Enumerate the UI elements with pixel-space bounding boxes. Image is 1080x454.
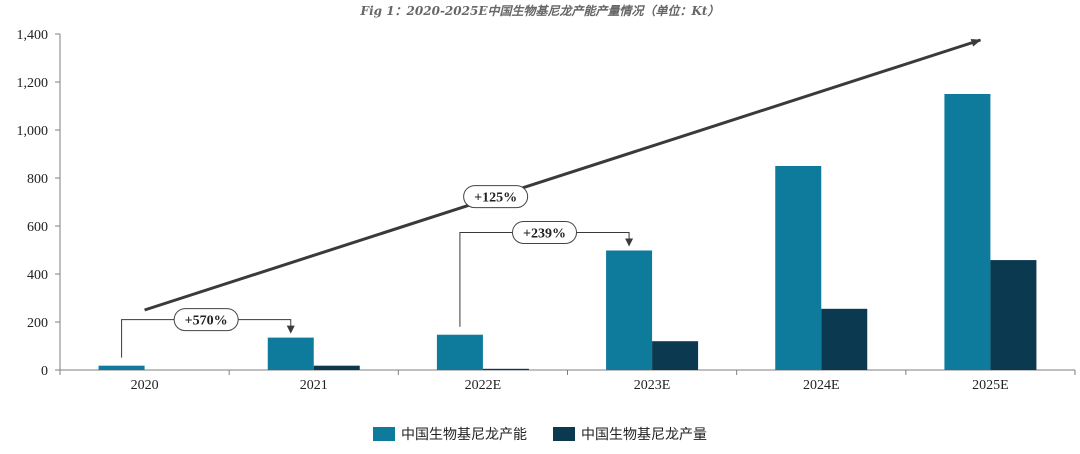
legend-label-output: 中国生物基尼龙产量 [581,427,707,443]
bar-output [990,260,1037,370]
step-bracket-arrowhead [625,238,634,247]
step-callout-bubble [173,308,239,332]
y-tick-label: 0 [41,364,48,379]
step-bracket-arrowhead [286,325,295,334]
x-tick-label: 2022E [465,378,502,393]
legend-swatch-output [553,427,575,441]
bar-output [313,365,360,370]
bar-output [821,308,868,370]
y-tick-label: 200 [27,316,48,331]
legend-label-capacity: 中国生物基尼龙产能 [401,427,527,443]
x-tick-label: 2024E [803,378,840,393]
y-tick-label: 600 [27,220,48,235]
y-tick-label: 1,000 [17,124,49,139]
bar-chart: 0 200 400 600 800 1,000 1,200 1,400 2020 2021 2022… [17,28,1076,393]
legend-item-capacity: 中国生物基尼龙产能 [373,424,527,444]
chart-annotations: +570% +239% +125% [121,38,982,358]
y-tick-label: 800 [27,172,48,187]
step-callout-text: +239% [523,226,566,241]
bar-capacity [775,166,822,370]
bar-output [482,368,529,370]
y-tick-label: 1,400 [17,28,49,43]
y-tick-label: 400 [27,268,48,283]
x-tick-label: 2025E [972,378,1009,393]
trend-arrow [144,38,982,312]
chart-legend: 中国生物基尼龙产能 中国生物基尼龙产量 [0,424,1080,444]
x-tick-label: 2023E [634,378,671,393]
bar-capacity [436,334,483,370]
x-tick-label: 2021 [300,378,328,393]
chart-axes: 0 200 400 600 800 1,000 1,200 1,400 2020 2021 2022… [17,28,1076,393]
bar-output [652,341,699,370]
step-callout-text: +570% [185,314,228,329]
chart-title: Fig 1：2020-2025E中国生物基尼龙产能产量情况（单位：Kt） [360,4,720,18]
bar-capacity [98,365,145,370]
bar-capacity [267,337,314,370]
step-bracket-line [459,231,630,327]
bar-capacity [606,250,653,370]
x-tick-label: 2020 [131,378,159,393]
legend-swatch-capacity [373,427,395,441]
chart-bars [98,94,1037,370]
trend-callout-bubble [463,185,529,209]
bar-capacity [944,94,991,370]
step-callout-bubble [512,220,577,244]
y-tick-label: 1,200 [17,76,49,91]
legend-item-output: 中国生物基尼龙产量 [553,424,707,444]
trend-callout-text: +125% [474,191,517,206]
